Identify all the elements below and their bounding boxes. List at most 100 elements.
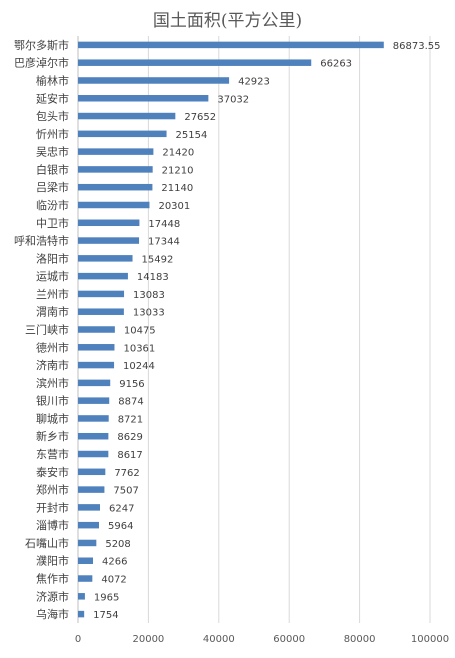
bar xyxy=(78,77,230,84)
bar xyxy=(78,521,99,529)
x-tick-label: 80000 xyxy=(344,634,376,645)
data-label: 10361 xyxy=(123,343,155,354)
data-label: 6247 xyxy=(109,503,134,514)
category-label: 包头市 xyxy=(36,109,69,123)
data-label: 15492 xyxy=(142,254,174,265)
bar xyxy=(78,379,111,387)
data-label: 10244 xyxy=(123,361,155,372)
category-label: 银川市 xyxy=(36,394,69,408)
bar xyxy=(78,361,115,369)
bar xyxy=(78,130,167,138)
category-label: 开封市 xyxy=(36,500,69,514)
x-tick-label: 40000 xyxy=(203,634,235,645)
category-label: 延安市 xyxy=(36,91,69,105)
category-label: 运城市 xyxy=(36,269,69,283)
category-label: 榆林市 xyxy=(36,73,69,87)
data-label: 4266 xyxy=(102,557,127,568)
data-label: 37032 xyxy=(217,94,249,105)
bar xyxy=(78,397,110,404)
data-label: 13033 xyxy=(133,308,165,319)
data-label: 21210 xyxy=(162,165,194,176)
category-label: 临汾市 xyxy=(36,198,69,212)
x-tick-label: 0 xyxy=(75,634,81,645)
data-label: 8874 xyxy=(118,397,143,408)
data-label: 66263 xyxy=(320,59,352,70)
category-label: 三门峡市 xyxy=(25,323,69,337)
bar xyxy=(78,308,124,315)
x-tick-label: 100000 xyxy=(411,634,449,645)
bar xyxy=(78,148,154,155)
category-label: 泰安市 xyxy=(36,465,69,479)
category-label: 济南市 xyxy=(36,358,69,372)
data-label: 21140 xyxy=(161,183,193,194)
bar xyxy=(78,59,312,66)
bar xyxy=(78,201,150,209)
category-label: 东营市 xyxy=(36,447,69,461)
bar xyxy=(78,432,109,440)
category-label: 德州市 xyxy=(36,340,69,354)
bar xyxy=(78,272,128,280)
data-label: 4072 xyxy=(101,575,126,586)
bar xyxy=(78,95,209,102)
bar xyxy=(78,166,153,173)
data-label: 27652 xyxy=(184,112,216,123)
category-label: 焦作市 xyxy=(36,572,69,586)
data-label: 9156 xyxy=(119,379,144,390)
bar xyxy=(78,219,140,227)
bar xyxy=(78,112,176,120)
category-label: 鄂尔多斯市 xyxy=(14,38,69,52)
category-label: 淄博市 xyxy=(36,518,69,532)
data-label: 5964 xyxy=(108,521,133,532)
data-label: 1754 xyxy=(93,610,118,621)
data-label: 8629 xyxy=(117,432,142,443)
category-label: 中卫市 xyxy=(36,216,69,230)
bar xyxy=(78,183,153,191)
data-label: 7507 xyxy=(113,486,138,497)
category-label: 忻州市 xyxy=(36,127,69,141)
bar xyxy=(78,539,97,547)
bar xyxy=(78,290,125,298)
data-label: 10475 xyxy=(124,326,156,337)
bar xyxy=(78,41,384,49)
category-label: 济源市 xyxy=(36,589,69,603)
category-label: 郑州市 xyxy=(36,483,69,497)
x-tick-label: 20000 xyxy=(132,634,164,645)
category-label: 巴彦淖尔市 xyxy=(14,56,69,70)
chart-title: 国土面积(平方公里) xyxy=(152,11,303,31)
data-label: 5208 xyxy=(105,539,130,550)
x-tick-label: 60000 xyxy=(273,634,305,645)
category-label: 乌海市 xyxy=(36,607,69,621)
category-label: 兰州市 xyxy=(36,287,69,301)
category-label: 白银市 xyxy=(36,162,69,176)
category-label: 新乡市 xyxy=(36,429,69,443)
bar xyxy=(78,486,105,493)
category-label: 滨州市 xyxy=(36,376,69,390)
bar xyxy=(78,344,115,351)
data-label: 17344 xyxy=(148,237,180,248)
data-label: 7762 xyxy=(114,468,139,479)
data-label: 86873.55 xyxy=(393,41,441,52)
data-label: 21420 xyxy=(162,148,194,159)
data-label: 1965 xyxy=(94,592,119,603)
category-label: 石嘴山市 xyxy=(25,536,69,550)
category-label: 濮阳市 xyxy=(36,554,69,568)
bar xyxy=(78,557,94,564)
category-label: 洛阳市 xyxy=(36,251,69,265)
bar xyxy=(78,504,100,511)
category-label: 渭南市 xyxy=(36,305,69,319)
bar xyxy=(78,610,85,618)
category-label: 呼和浩特市 xyxy=(14,234,69,248)
category-label: 吕梁市 xyxy=(36,180,69,194)
data-label: 13083 xyxy=(133,290,165,301)
bar xyxy=(78,326,115,333)
data-label: 14183 xyxy=(137,272,169,283)
bar xyxy=(78,575,93,582)
data-label: 42923 xyxy=(238,76,270,87)
bar xyxy=(78,415,109,422)
data-label: 20301 xyxy=(158,201,190,212)
bar xyxy=(78,237,140,244)
bar xyxy=(78,255,133,262)
bar xyxy=(78,593,85,600)
data-label: 25154 xyxy=(176,130,208,141)
